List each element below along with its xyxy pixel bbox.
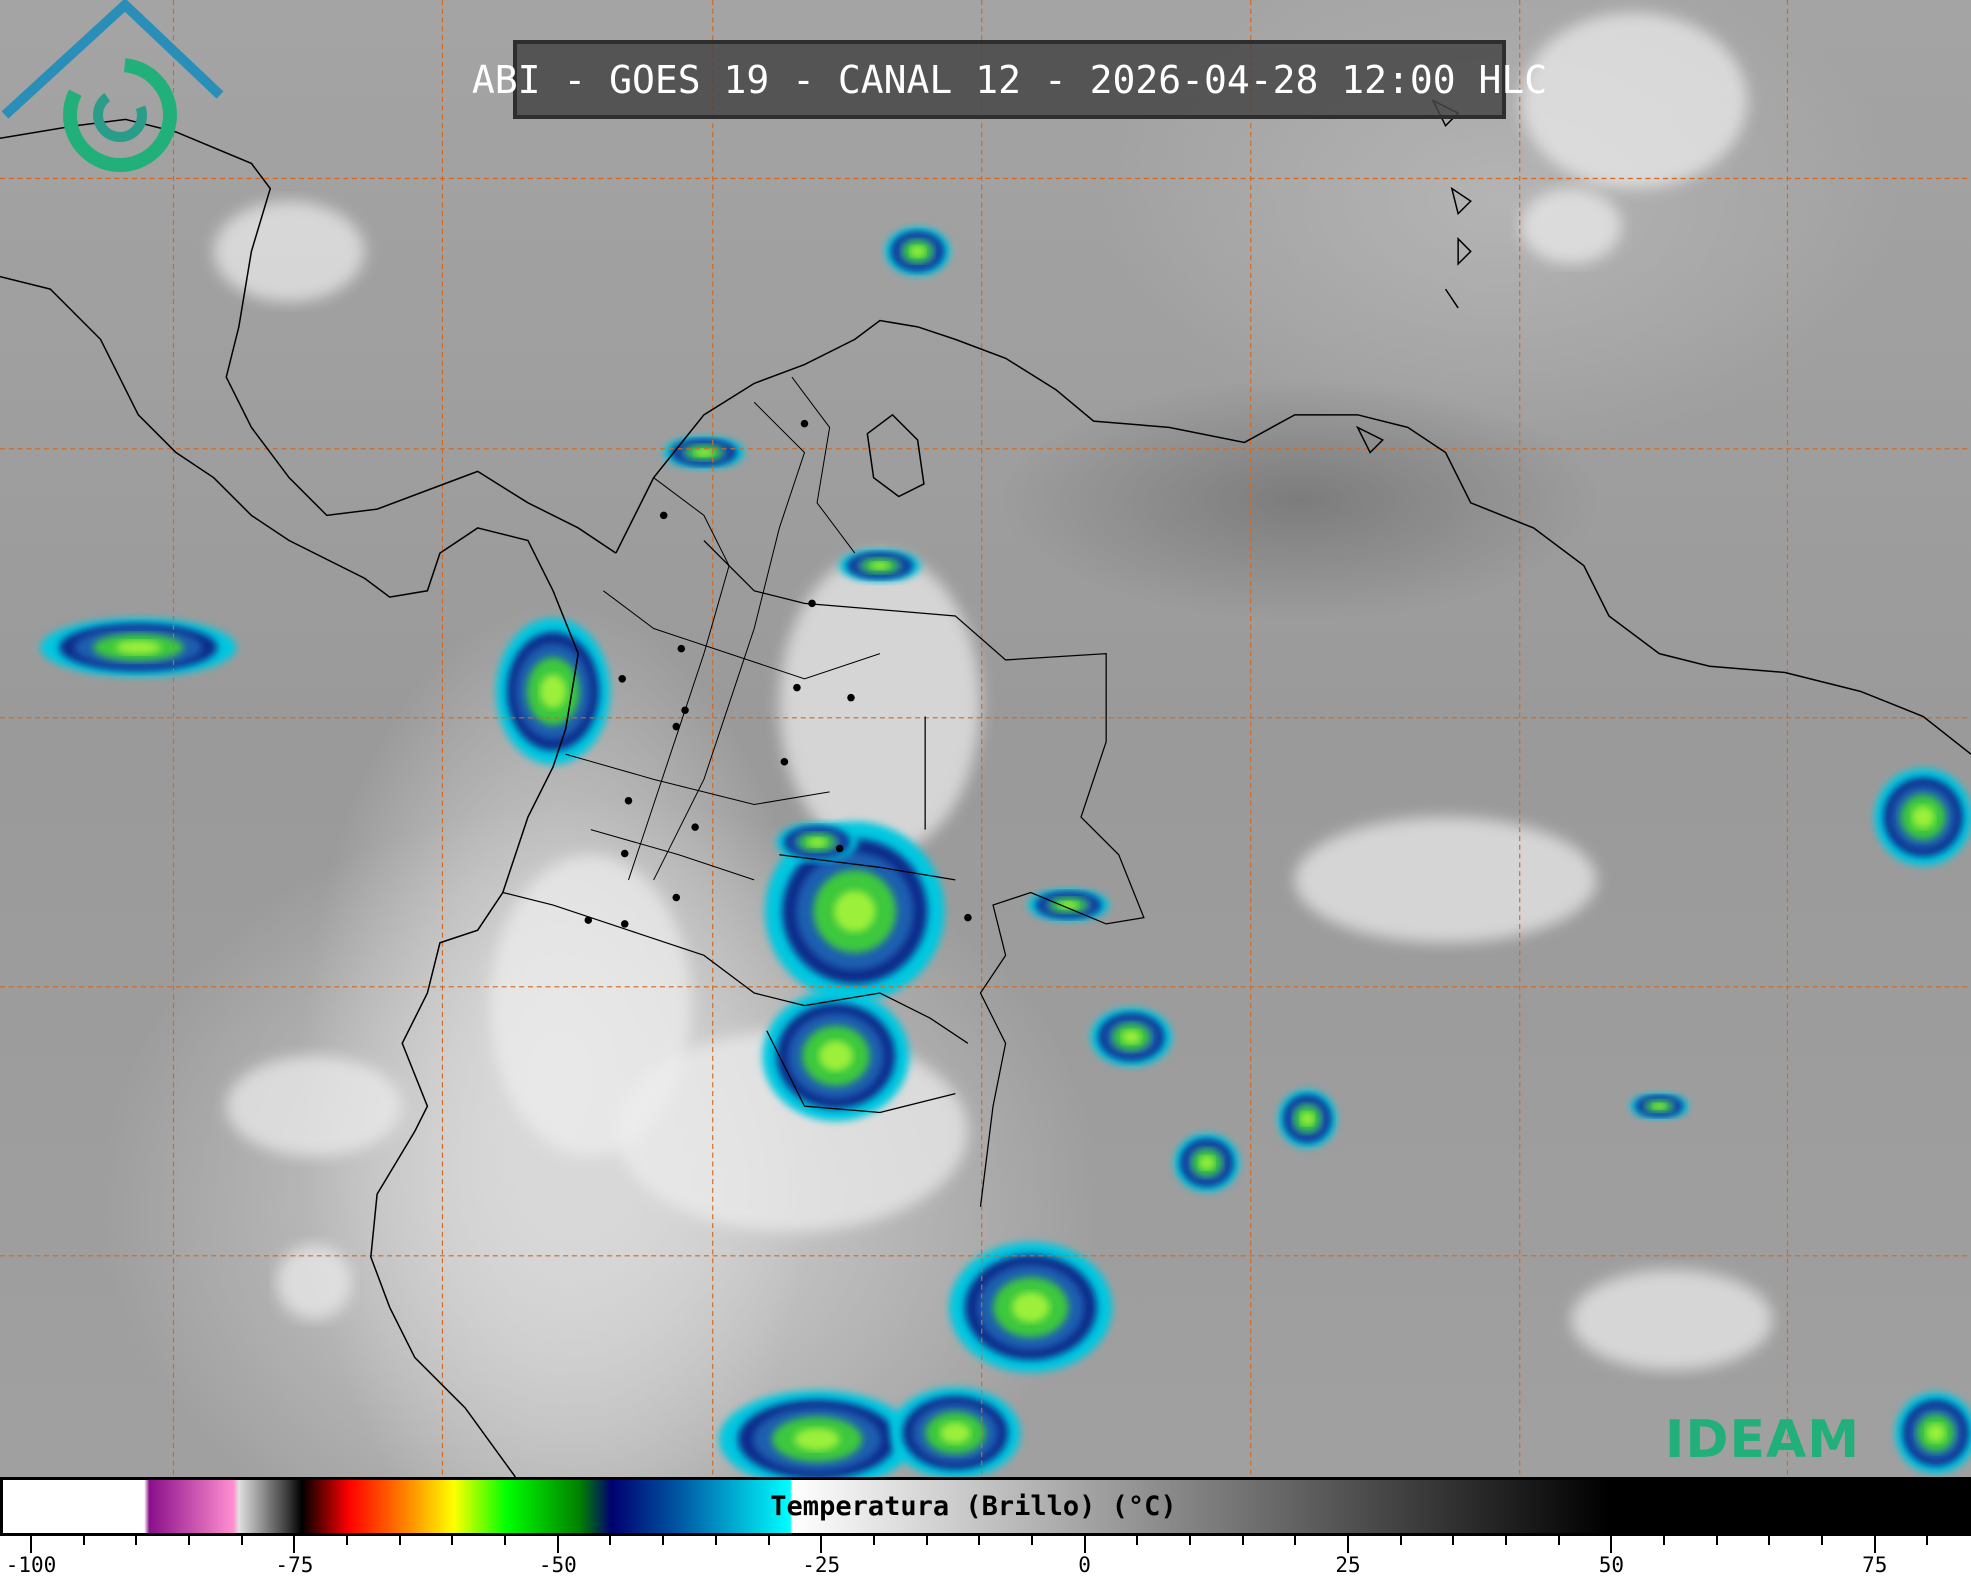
convective-cell [115, 640, 161, 655]
convective-cell [794, 1427, 840, 1451]
convective-cell [807, 837, 827, 847]
convective-cell [694, 448, 714, 457]
cloud [276, 1244, 352, 1320]
minor-tick [1188, 1536, 1191, 1545]
cloud [779, 553, 981, 855]
minor-tick [662, 1536, 665, 1545]
minor-tick [1294, 1536, 1297, 1545]
minor-tick [1715, 1536, 1718, 1545]
convective-cell [818, 1040, 853, 1071]
minor-tick [872, 1536, 875, 1545]
graticule-grid [0, 0, 1971, 1477]
cloud [1294, 817, 1597, 943]
convective-cell [539, 674, 567, 709]
convective-cell [940, 1422, 971, 1444]
minor-tick [1136, 1536, 1139, 1545]
convective-cell [1121, 1030, 1141, 1044]
convective-cell [1059, 901, 1078, 909]
coastlines [0, 98, 1971, 1477]
minor-tick [240, 1536, 243, 1545]
minor-tick [82, 1536, 85, 1545]
convective-cell [1652, 1103, 1667, 1110]
minor-tick [1821, 1536, 1824, 1545]
major-tick [1873, 1536, 1876, 1553]
title-banner: ABI - GOES 19 - CANAL 12 - 2026-04-28 12… [472, 40, 1547, 119]
minor-tick [1399, 1536, 1402, 1545]
minor-tick [714, 1536, 717, 1545]
logo-roof-icon [1, 0, 224, 119]
pacific-coast-south-america [370, 590, 580, 1477]
logo-text: IDEAM [1665, 1410, 1861, 1470]
convective-cell [870, 561, 890, 570]
major-tick [556, 1536, 559, 1553]
tick-label: 25 [1335, 1553, 1361, 1577]
cloud-layer [213, 12, 1773, 1371]
colorbar-ticks: -100 -75 -50 -25 0 25 50 75 [0, 1536, 1971, 1577]
convective-cell [1926, 1423, 1946, 1443]
minor-tick [135, 1536, 138, 1545]
country-borders [502, 540, 1145, 1207]
map-overlay [0, 0, 1971, 1477]
cloud [1520, 188, 1622, 264]
tick-label: -25 [802, 1553, 841, 1577]
minor-tick [188, 1536, 191, 1545]
tick-label: 0 [1078, 1553, 1091, 1577]
convective-cloud-layer [40, 226, 1971, 1477]
major-tick [1610, 1536, 1613, 1553]
lake-maracaibo [866, 413, 925, 498]
cloud [226, 1055, 403, 1157]
tick-label: -75 [275, 1553, 314, 1577]
convective-cell [1911, 805, 1935, 829]
tick-label: 75 [1862, 1553, 1888, 1577]
minor-tick [767, 1536, 770, 1545]
convective-cell [910, 245, 926, 258]
minor-tick [1241, 1536, 1244, 1545]
minor-tick [609, 1536, 612, 1545]
minor-tick [1663, 1536, 1666, 1545]
caribbean-islands [1355, 98, 1472, 454]
logo-spiral-icon [63, 58, 177, 172]
tick-label: 50 [1598, 1553, 1625, 1577]
minor-tick [978, 1536, 981, 1545]
minor-tick [346, 1536, 349, 1545]
major-tick [293, 1536, 296, 1553]
minor-tick [398, 1536, 401, 1545]
department-borders [565, 376, 881, 881]
cloud [213, 201, 365, 302]
colorbar-label: Temperatura (Brillo) (°C) [770, 1491, 1177, 1522]
major-tick [30, 1536, 32, 1553]
minor-tick [451, 1536, 454, 1545]
convective-cell [1199, 1155, 1215, 1170]
convective-cell [1300, 1111, 1315, 1126]
major-tick [1083, 1536, 1086, 1553]
caribbean-coast-south-america [615, 319, 1971, 755]
minor-tick [1768, 1536, 1771, 1545]
minor-tick [1452, 1536, 1455, 1545]
cloud [1571, 1269, 1773, 1371]
satellite-map: IDEAM ABI - GOES 19 - CANAL 12 - 2026-04… [0, 0, 1971, 1477]
ideam-logo [1, 0, 224, 172]
pacific-coast-central-america [0, 275, 554, 598]
colorbar [0, 1477, 1971, 1536]
minor-tick [504, 1536, 507, 1545]
tick-label: -50 [538, 1553, 577, 1577]
cloud [1520, 12, 1748, 189]
minor-tick [1926, 1536, 1929, 1545]
image-title: ABI - GOES 19 - CANAL 12 - 2026-04-28 12… [471, 57, 1548, 102]
tick-label: -100 [5, 1553, 57, 1577]
minor-tick [925, 1536, 928, 1545]
major-tick [820, 1536, 823, 1553]
convective-cell [1011, 1292, 1050, 1323]
major-tick [1347, 1536, 1349, 1553]
city-markers [584, 419, 972, 928]
minor-tick [1030, 1536, 1033, 1545]
minor-tick [1557, 1536, 1560, 1545]
convective-cell [834, 890, 876, 933]
minor-tick [1505, 1536, 1508, 1545]
